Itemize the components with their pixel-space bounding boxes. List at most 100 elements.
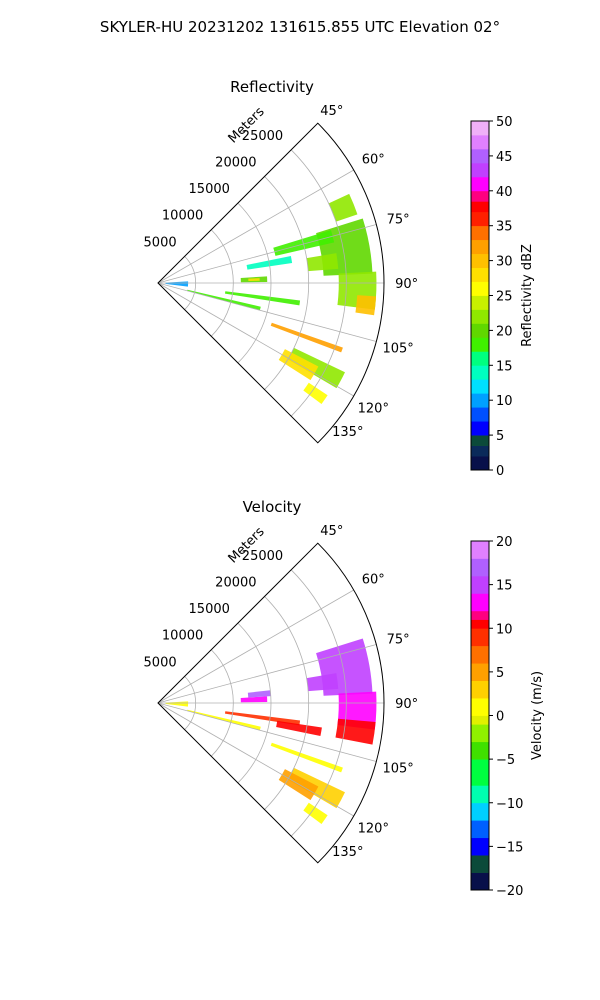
reflectivity-colorbar-segment: [471, 267, 489, 282]
reflectivity-azimuth-tick-label: 75°: [387, 213, 410, 228]
velocity-colorbar-segment: [471, 715, 489, 725]
velocity-azimuth-tick-label: 45°: [320, 524, 343, 539]
velocity-colorbar-segment: [471, 680, 489, 699]
reflectivity-echo-cell: [303, 382, 328, 404]
reflectivity-azimuth-spoke: [157, 169, 354, 284]
reflectivity-range-labels: 5000 10000 15000 20000 25000: [144, 129, 284, 251]
reflectivity-colorbar-segment: [471, 445, 489, 457]
velocity-colorbar-segment: [471, 820, 489, 839]
velocity-colorbar-segment: [471, 593, 489, 612]
reflectivity-echo-cell: [187, 289, 261, 311]
reflectivity-azimuth-tick-label: 135°: [332, 425, 363, 440]
velocity-azimuth-labels: 45° 60° 75° 90° 105° 120° 135°: [320, 524, 418, 860]
reflectivity-colorbar: 0 5 10 15 20 25 30 35 40 45 50: [470, 115, 513, 479]
reflectivity-colorbar-segment: [471, 456, 489, 471]
velocity-azimuth-spoke: [157, 702, 377, 762]
velocity-azimuth-tick-label: 90°: [395, 697, 418, 712]
velocity-echo-cell: [303, 802, 328, 824]
reflectivity-colorbar-segment: [471, 407, 489, 422]
reflectivity-colorbar-segment: [471, 121, 489, 136]
velocity-azimuth-tick-label: 75°: [387, 633, 410, 648]
reflectivity-colorbar-tick-label: 30: [496, 255, 513, 270]
velocity-range-tick-label: 15000: [189, 602, 230, 617]
reflectivity-title: Reflectivity: [230, 78, 314, 96]
reflectivity-colorbar-segment: [471, 337, 489, 352]
figure-suptitle: SKYLER-HU 20231202 131615.855 UTC Elevat…: [100, 18, 500, 36]
reflectivity-azimuth-tick-label: 120°: [358, 401, 389, 416]
velocity-colorbar-tick-label: 5: [496, 666, 504, 681]
reflectivity-colorbar-tick-label: 50: [496, 115, 513, 130]
reflectivity-echo-cell: [306, 253, 339, 272]
velocity-azimuth-tick-label: 105°: [382, 761, 413, 776]
velocity-echo-cell: [335, 718, 376, 745]
reflectivity-azimuth-spoke: [157, 224, 377, 284]
reflectivity-azimuth-labels: 45° 60° 75° 90° 105° 120° 135°: [320, 104, 418, 440]
reflectivity-colorbar-segment: [471, 309, 489, 324]
reflectivity-echo-cell: [355, 295, 377, 316]
reflectivity-colorbar-tick-label: 10: [496, 394, 513, 409]
velocity-colorbar-tick-label: 20: [496, 535, 513, 550]
velocity-azimuth-spoke: [157, 644, 377, 704]
velocity-echo-cell: [278, 769, 319, 801]
reflectivity-azimuth-spoke: [157, 282, 377, 342]
reflectivity-colorbar-segment: [471, 201, 489, 213]
velocity-colorbar-segment: [471, 741, 489, 760]
reflectivity-colorbar-tick-label: 45: [496, 150, 513, 165]
reflectivity-range-tick-label: 20000: [215, 155, 256, 170]
velocity-sector-frame: [157, 542, 385, 864]
velocity-colorbar-label: Velocity (m/s): [530, 671, 545, 760]
reflectivity-echo-cell: [270, 322, 343, 353]
velocity-colorbar-segment: [471, 628, 489, 647]
velocity-echo-cell: [187, 709, 261, 731]
reflectivity-colorbar-tick-label: 0: [496, 464, 504, 479]
velocity-colorbar-segment: [471, 837, 489, 856]
reflectivity-colorbar-segment: [471, 421, 489, 436]
velocity-colorbar-segment: [471, 759, 489, 786]
velocity-echo-cell: [306, 673, 339, 692]
reflectivity-colorbar-segment: [471, 239, 489, 255]
velocity-colorbar-tick-label: 0: [496, 710, 504, 725]
reflectivity-sector-frame: [157, 122, 385, 444]
velocity-colorbar-segment: [471, 558, 489, 577]
velocity-azimuth-spoke: [157, 702, 354, 817]
velocity-azimuth-spoke: [157, 589, 354, 704]
reflectivity-azimuth-tick-label: 60°: [362, 153, 385, 168]
velocity-colorbar-segment: [471, 575, 489, 594]
velocity-colorbar-segment: [471, 724, 489, 743]
reflectivity-colorbar-segment: [471, 162, 489, 178]
velocity-title: Velocity: [243, 498, 302, 516]
velocity-echo-cell: [240, 696, 268, 703]
velocity-azimuth-tick-label: 135°: [332, 845, 363, 860]
reflectivity-colorbar-tick-label: 25: [496, 290, 513, 305]
reflectivity-colorbar-segment: [471, 323, 489, 338]
reflectivity-colorbar-segment: [471, 379, 489, 394]
velocity-colorbar: −20 −15 −10 −5 0 5 10 15 20: [470, 535, 523, 899]
velocity-range-tick-label: 20000: [215, 575, 256, 590]
reflectivity-echo-cell: [273, 230, 335, 256]
reflectivity-echoes: [165, 193, 377, 404]
reflectivity-range-tick-label: 25000: [242, 129, 283, 144]
reflectivity-colorbar-segment: [471, 351, 489, 366]
velocity-echo-cell: [270, 742, 343, 773]
reflectivity-colorbar-segment: [471, 225, 489, 241]
velocity-colorbar-tick-label: −10: [496, 797, 523, 812]
reflectivity-colorbar-segment: [471, 148, 489, 164]
velocity-colorbar-tick-label: 15: [496, 579, 513, 594]
velocity-colorbar-segment: [471, 663, 489, 681]
velocity-colorbar-segment: [471, 610, 489, 620]
reflectivity-colorbar-segment: [471, 190, 489, 202]
reflectivity-colorbar-tick-label: 35: [496, 220, 513, 235]
velocity-range-tick-label: 25000: [242, 549, 283, 564]
velocity-colorbar-tick-label: 10: [496, 622, 513, 637]
reflectivity-azimuth-spoke: [157, 282, 354, 397]
velocity-colorbar-segment: [471, 785, 489, 804]
reflectivity-range-tick-label: 10000: [162, 209, 203, 224]
reflectivity-colorbar-segment: [471, 281, 489, 296]
velocity-colorbar-segment: [471, 645, 489, 664]
reflectivity-echo-cell: [224, 291, 301, 306]
velocity-colorbar-segment: [471, 698, 489, 716]
velocity-range-tick-label: 5000: [144, 655, 177, 670]
